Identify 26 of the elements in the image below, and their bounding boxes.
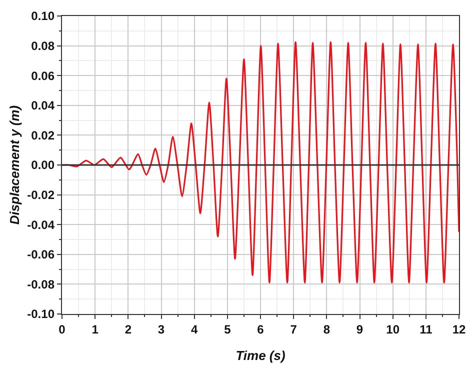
y-axis-title: Displacement y (m) xyxy=(7,105,22,225)
x-tick-label: 7 xyxy=(290,322,298,336)
y-tick-label: 0.10 xyxy=(31,9,55,24)
y-tick-label: -0.10 xyxy=(27,307,55,322)
x-tick-label: 9 xyxy=(356,322,364,336)
x-tick-label: 11 xyxy=(420,322,433,336)
x-tick-label: 6 xyxy=(257,322,264,336)
y-tick-label: -0.08 xyxy=(27,277,55,292)
y-tick-label: 0.00 xyxy=(31,158,55,172)
y-tick-label: -0.02 xyxy=(27,188,55,202)
x-tick-label: 5 xyxy=(224,322,232,336)
y-tick-label: 0.06 xyxy=(31,68,55,83)
x-tick-label: 2 xyxy=(124,322,132,336)
y-tick-label: 0.08 xyxy=(31,39,55,53)
x-tick-label: 10 xyxy=(386,322,400,336)
x-tick-label: 12 xyxy=(452,322,466,336)
y-tick-label: 0.02 xyxy=(31,128,55,142)
y-tick-label: 0.04 xyxy=(31,98,55,113)
y-tick-label: -0.06 xyxy=(27,248,55,262)
x-tick-label: 4 xyxy=(190,322,198,336)
x-tick-label: 8 xyxy=(323,322,330,336)
x-tick-label: 1 xyxy=(92,322,99,336)
y-tick-label: -0.04 xyxy=(27,218,55,232)
x-tick-label: 3 xyxy=(158,322,165,336)
x-tick-label: 0 xyxy=(58,322,66,336)
x-axis-title: Time (s) xyxy=(236,348,286,364)
